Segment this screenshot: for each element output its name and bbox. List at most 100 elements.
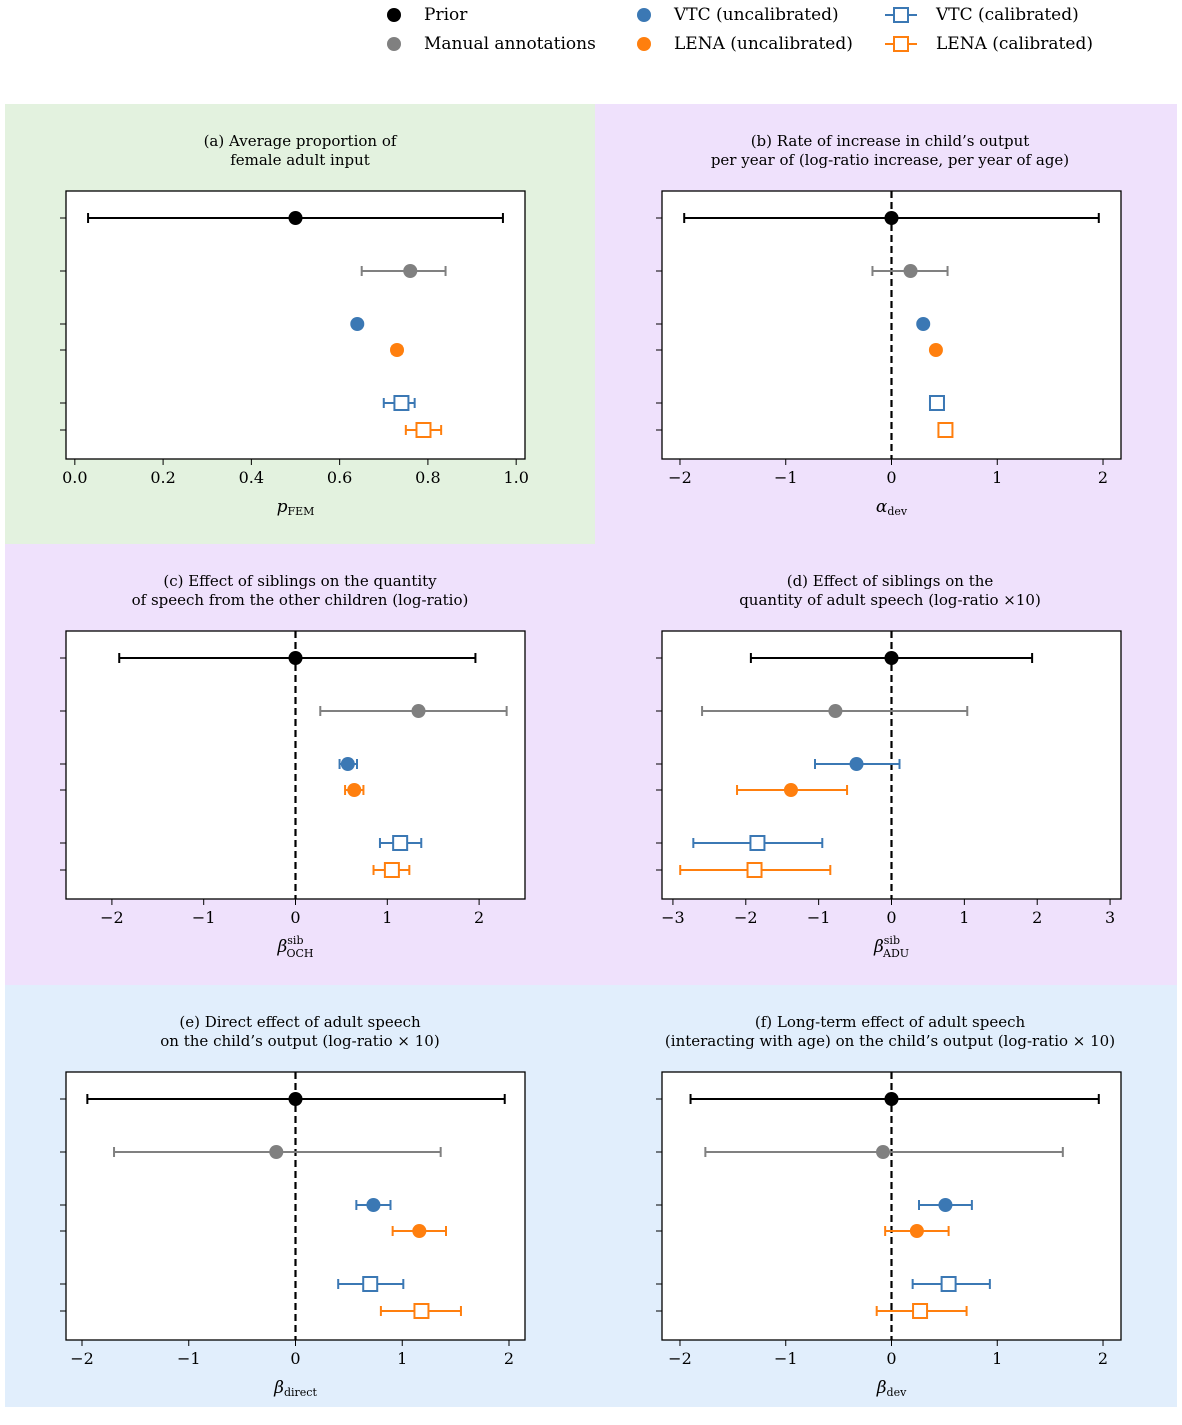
point-marker bbox=[876, 1145, 891, 1159]
point-marker bbox=[390, 343, 405, 357]
x-tick-label: 2 bbox=[1098, 1349, 1108, 1368]
x-tick-label: 1 bbox=[992, 1349, 1002, 1368]
chart-title: (a) Average proportion of female adult i… bbox=[203, 132, 397, 169]
point-marker bbox=[288, 1092, 303, 1106]
chart-svg: 0.0 0.2 0.4 0.6 0.8 1.0 pFEM bbox=[60, 190, 529, 518]
x-tick-label: 1 bbox=[959, 908, 969, 927]
point-marker bbox=[340, 757, 355, 771]
errorbar-point bbox=[382, 395, 416, 411]
chart-panel: (d) Effect of siblings on the quantity o… bbox=[595, 544, 1182, 984]
errorbar-point bbox=[338, 757, 359, 771]
x-tick-label: 1 bbox=[382, 908, 392, 927]
errorbar-point bbox=[337, 1276, 405, 1292]
chart-title: (c) Effect of siblings on the quantity o… bbox=[131, 572, 469, 609]
x-tick-label: −1 bbox=[774, 1349, 798, 1368]
chart-title: (f) Long-term effect of adult speech (in… bbox=[664, 1013, 1116, 1050]
chart-svg: −2 −1 0 1 2 βdev bbox=[656, 1071, 1122, 1399]
point-marker bbox=[366, 1198, 381, 1212]
point-marker bbox=[415, 422, 432, 438]
chart-panel: (f) Long-term effect of adult speech (in… bbox=[595, 985, 1182, 1425]
errorbar-point bbox=[749, 651, 1034, 665]
point-marker bbox=[383, 862, 400, 878]
errorbar-point bbox=[871, 264, 949, 278]
x-tick-label: 0 bbox=[290, 1349, 300, 1368]
errorbar-point bbox=[360, 264, 447, 278]
errorbar-point bbox=[928, 343, 943, 357]
point-marker bbox=[912, 1303, 929, 1319]
errorbar-point bbox=[355, 1198, 392, 1212]
errorbar-point bbox=[916, 317, 931, 331]
errorbar-point bbox=[344, 783, 365, 797]
errorbar-point bbox=[814, 757, 901, 771]
point-marker bbox=[269, 1145, 284, 1159]
legend: Prior Manual annotations VTC (uncalibrated… bbox=[0, 0, 1182, 70]
x-tick-label: −2 bbox=[734, 908, 758, 927]
x-tick-label: −2 bbox=[70, 1349, 94, 1368]
chart-panel: (b) Rate of increase in child’s output p… bbox=[595, 104, 1182, 544]
errorbar-point bbox=[736, 783, 849, 797]
chart-title: (e) Direct effect of adult speech on the… bbox=[160, 1013, 440, 1050]
point-marker bbox=[746, 862, 763, 878]
legend-label: Prior bbox=[424, 5, 468, 25]
x-tick-label: 1 bbox=[992, 468, 1002, 487]
legend-marker bbox=[637, 8, 651, 22]
x-tick-label: 0.8 bbox=[415, 468, 440, 487]
errorbar-point bbox=[391, 1224, 448, 1238]
errorbar-point bbox=[378, 835, 423, 851]
point-marker bbox=[412, 1224, 427, 1238]
x-tick-label: 0.2 bbox=[150, 468, 175, 487]
errorbar-point bbox=[689, 1092, 1100, 1106]
chart-title: (b) Rate of increase in child’s output p… bbox=[710, 132, 1070, 169]
errorbar-point bbox=[404, 422, 443, 438]
errorbar-point bbox=[928, 395, 945, 411]
errorbar-point bbox=[911, 1276, 991, 1292]
x-axis-label: βsib ADU bbox=[873, 934, 909, 960]
x-tick-label: 2 bbox=[474, 908, 484, 927]
point-marker bbox=[288, 211, 303, 225]
point-marker bbox=[392, 835, 409, 851]
errorbar-point bbox=[350, 317, 365, 331]
errorbar-point bbox=[86, 1092, 506, 1106]
errorbar-point bbox=[87, 211, 504, 225]
errorbar-point bbox=[319, 704, 508, 718]
point-marker bbox=[849, 757, 864, 771]
point-marker bbox=[393, 395, 410, 411]
point-marker bbox=[884, 1092, 899, 1106]
errorbar-point bbox=[704, 1145, 1064, 1159]
x-tick-label: −1 bbox=[177, 1349, 201, 1368]
point-marker bbox=[938, 1198, 953, 1212]
x-tick-label: 0 bbox=[886, 468, 896, 487]
errorbar-point bbox=[875, 1303, 968, 1319]
point-marker bbox=[903, 264, 918, 278]
legend-label: VTC (uncalibrated) bbox=[674, 5, 839, 25]
errorbar-point bbox=[118, 651, 477, 665]
x-tick-label: −1 bbox=[192, 908, 216, 927]
chart-panel: (a) Average proportion of female adult i… bbox=[5, 104, 595, 544]
point-marker bbox=[828, 704, 843, 718]
x-tick-label: −2 bbox=[668, 468, 692, 487]
chart-svg: −2 −1 0 1 2 βsib OCH bbox=[60, 630, 526, 960]
errorbar-point bbox=[390, 343, 405, 357]
point-marker bbox=[940, 1276, 957, 1292]
legend-marker bbox=[885, 7, 917, 23]
x-tick-label: −2 bbox=[668, 1349, 692, 1368]
errorbar-point bbox=[917, 1198, 973, 1212]
errorbar-point bbox=[679, 862, 832, 878]
chart-panel: (e) Direct effect of adult speech on the… bbox=[5, 985, 595, 1425]
x-tick-label: 1.0 bbox=[503, 468, 528, 487]
point-marker bbox=[288, 651, 303, 665]
errorbar-point bbox=[113, 1145, 442, 1159]
x-tick-label: 0 bbox=[290, 908, 300, 927]
errorbar-point bbox=[701, 704, 969, 718]
x-tick-label: 0.0 bbox=[62, 468, 87, 487]
x-axis-label: αdev bbox=[876, 497, 908, 518]
errorbar-point bbox=[683, 211, 1100, 225]
point-marker bbox=[347, 783, 362, 797]
x-tick-label: 0 bbox=[886, 908, 896, 927]
x-tick-label: −1 bbox=[774, 468, 798, 487]
point-marker bbox=[350, 317, 365, 331]
x-tick-label: −3 bbox=[661, 908, 685, 927]
point-marker bbox=[937, 422, 954, 438]
x-tick-label: 0.6 bbox=[327, 468, 352, 487]
errorbar-point bbox=[379, 1303, 462, 1319]
